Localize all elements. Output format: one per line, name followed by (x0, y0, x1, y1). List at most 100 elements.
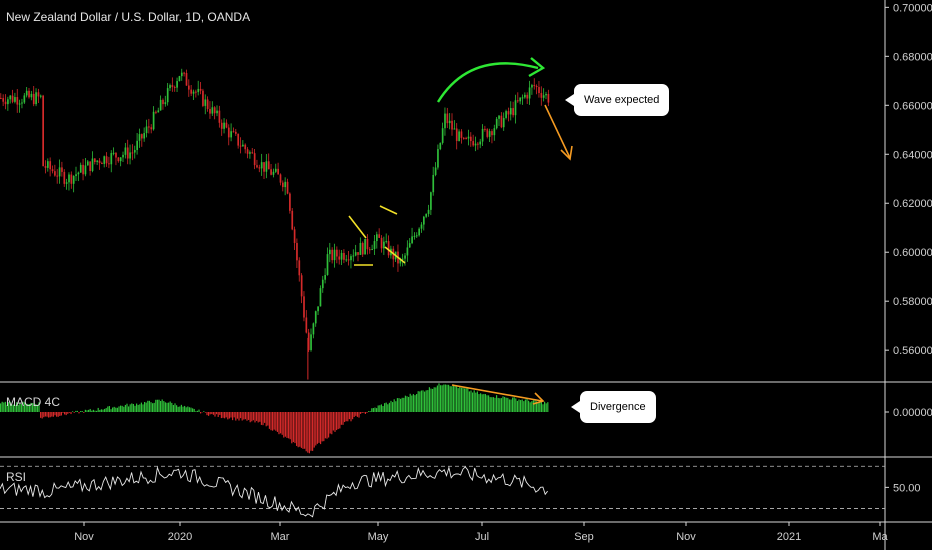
macd-bar (316, 412, 318, 444)
macd-bar (424, 391, 426, 412)
macd-bar (259, 412, 261, 422)
candle-body (380, 237, 383, 249)
macd-bar (68, 412, 70, 413)
macd-bar (228, 412, 230, 419)
macd-bar (409, 393, 411, 412)
macd-bar (387, 404, 389, 412)
candle-body (171, 85, 174, 87)
candle-body (30, 93, 33, 98)
candle-body (169, 85, 171, 89)
macd-bar (240, 412, 242, 419)
macd-bar (484, 394, 486, 412)
candle-body (519, 97, 522, 102)
macd-bar (214, 412, 216, 417)
candle-body (126, 147, 129, 159)
candle-body (195, 91, 197, 93)
macd-bar (329, 412, 331, 434)
candle-body (183, 72, 185, 74)
macd-bar (94, 410, 96, 412)
macd-bar (372, 408, 374, 412)
candle-body (300, 275, 303, 297)
macd-bar (137, 404, 139, 412)
candle-body (467, 136, 470, 139)
macd-bar (257, 412, 259, 423)
macd-bar (30, 402, 32, 412)
candle-body (486, 129, 489, 137)
candle-body (204, 99, 207, 106)
macd-bar (206, 412, 208, 416)
macd-bar (185, 407, 187, 412)
candle-body (531, 85, 533, 88)
macd-bar (436, 385, 438, 412)
macd-bar (393, 399, 395, 412)
candle-body (545, 93, 547, 96)
macd-bar (412, 394, 414, 412)
macd-bar (340, 412, 342, 425)
candle-body (535, 86, 538, 88)
macd-bar (244, 412, 246, 420)
candle-body (310, 334, 312, 351)
candle-body (312, 323, 315, 335)
macd-bar (310, 412, 312, 451)
macd-bar (462, 387, 464, 412)
candle-body (197, 88, 200, 93)
candle-body (37, 92, 40, 97)
candle-body (2, 98, 5, 102)
macd-bar (363, 412, 365, 413)
candle-body (101, 163, 103, 165)
macd-bar (209, 412, 211, 415)
macd-bar (24, 402, 26, 412)
macd-bar (521, 399, 523, 412)
macd-bar (435, 387, 437, 412)
macd-bar (97, 407, 99, 412)
candle-body (430, 192, 432, 210)
macd-bar (510, 399, 512, 412)
macd-bar (353, 412, 355, 417)
candle-body (418, 228, 420, 236)
candle-body (0, 97, 2, 99)
candle-body (434, 167, 437, 175)
macd-bar (515, 398, 517, 412)
macd-bar (467, 388, 469, 412)
candle-body (437, 149, 439, 168)
candle-body (265, 161, 268, 172)
candle-body (352, 255, 355, 257)
candle-body (103, 156, 106, 164)
candle-body (303, 296, 305, 318)
candle-body (260, 162, 263, 169)
candle-body (256, 165, 258, 168)
candle-body (291, 210, 294, 230)
candle-body (502, 117, 505, 128)
green-arrow-head (528, 57, 546, 78)
macd-bar (288, 412, 290, 439)
macd-bar (139, 404, 141, 412)
macd-bar (147, 400, 149, 412)
macd-bar (211, 412, 213, 415)
macd-bar (518, 399, 520, 412)
candle-body (366, 238, 369, 250)
candle-body (338, 256, 341, 260)
candle-body (237, 133, 240, 146)
macd-bar (411, 395, 413, 412)
candle-body (354, 252, 357, 256)
macd-bar (446, 384, 448, 412)
candle-body (420, 224, 423, 229)
macd-bar (307, 412, 309, 453)
macd-bar (236, 412, 238, 419)
macd-bar (153, 402, 155, 412)
macd-bar (328, 412, 330, 438)
y-tick-label: 0.64000 (893, 149, 932, 161)
candle-body (451, 120, 453, 130)
macd-bar (355, 412, 357, 416)
candle-body (498, 115, 500, 119)
macd-bar (444, 384, 446, 412)
candle-body (270, 169, 272, 175)
candle-body (138, 134, 141, 141)
macd-bar (361, 412, 363, 413)
candle-body (413, 235, 416, 237)
candle-body (427, 209, 430, 214)
macd-bar (334, 412, 336, 432)
macd-bar (33, 403, 35, 412)
candle-body (230, 131, 232, 138)
macd-bar (168, 402, 170, 412)
